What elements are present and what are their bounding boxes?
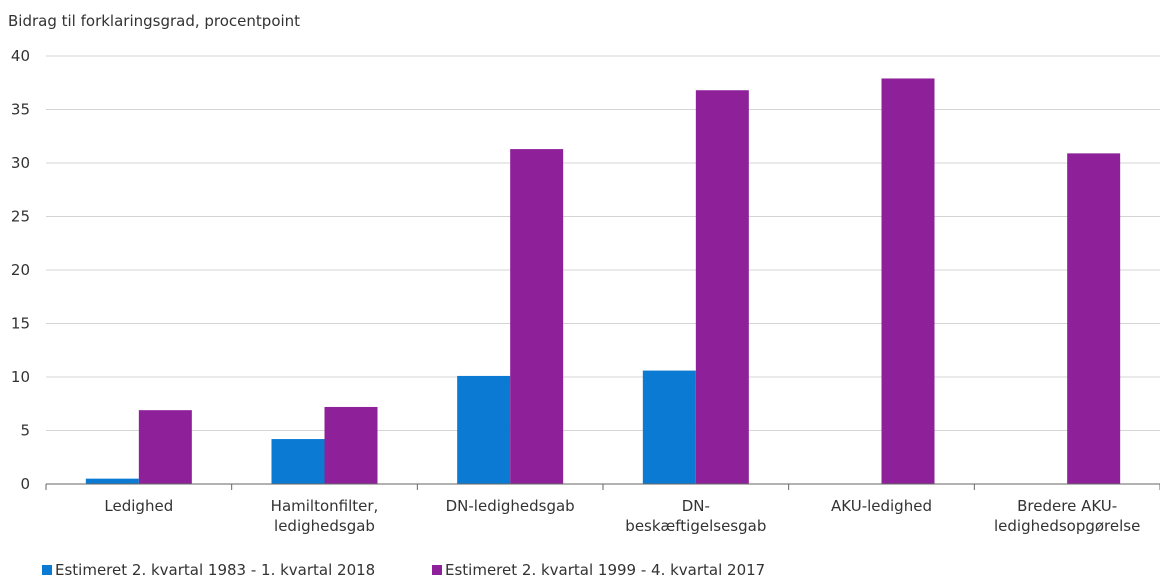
- y-tick-label: 25: [11, 208, 30, 226]
- x-axis-ticks: [45, 484, 1160, 490]
- bar-series-2: [1067, 153, 1121, 484]
- y-tick-labels: 0 5 10 15 20 25 30 35 40: [11, 47, 30, 493]
- x-category-label: Bredere AKU-ledighedsopgørelse: [994, 497, 1140, 535]
- x-category-label: DN-ledighedsgab: [446, 497, 575, 515]
- x-category-label: Hamiltonfilter, ledighedsgab: [271, 497, 379, 535]
- y-tick-label: 0: [20, 475, 30, 493]
- bar-series-1: [457, 375, 511, 484]
- legend-swatch: [432, 565, 442, 575]
- y-tick-label: 15: [11, 315, 30, 333]
- y-axis-title: Bidrag til forklaringsgrad, procentpoint: [8, 12, 300, 30]
- bar-series-2: [695, 90, 749, 485]
- y-tick-label: 35: [11, 101, 30, 119]
- bar-series-2: [510, 149, 564, 484]
- y-tick-label: 10: [11, 368, 30, 386]
- y-tick-label: 40: [11, 47, 30, 65]
- x-category-label: DN-beskæftigelsesgab: [625, 497, 766, 535]
- y-tick-label: 20: [11, 261, 30, 279]
- y-tick-label: 5: [20, 422, 30, 440]
- legend-swatch: [42, 565, 52, 575]
- legend-item: Estimeret 2. kvartal 1999 - 4. kvartal 2…: [432, 561, 765, 579]
- legend-label: Estimeret 2. kvartal 1999 - 4. kvartal 2…: [445, 561, 765, 579]
- gridlines: [46, 55, 1160, 431]
- x-category-label: Ledighed: [104, 497, 173, 515]
- bar-series-1: [85, 478, 139, 484]
- bar-series-2: [881, 78, 935, 484]
- y-tick-label: 30: [11, 154, 30, 172]
- legend-label: Estimeret 2. kvartal 1983 - 1. kvartal 2…: [55, 561, 375, 579]
- bar-series-2: [324, 406, 378, 484]
- legend-item: Estimeret 2. kvartal 1983 - 1. kvartal 2…: [42, 561, 375, 579]
- x-category-label: AKU-ledighed: [831, 497, 932, 515]
- legend: Estimeret 2. kvartal 1983 - 1. kvartal 2…: [42, 561, 765, 579]
- bar-series-1: [271, 439, 325, 484]
- bar-series-2: [138, 410, 192, 484]
- bars: [85, 78, 1121, 485]
- bar-series-1: [642, 370, 696, 484]
- category-labels: Ledighed Hamiltonfilter, ledighedsgab DN-le…: [104, 497, 1140, 535]
